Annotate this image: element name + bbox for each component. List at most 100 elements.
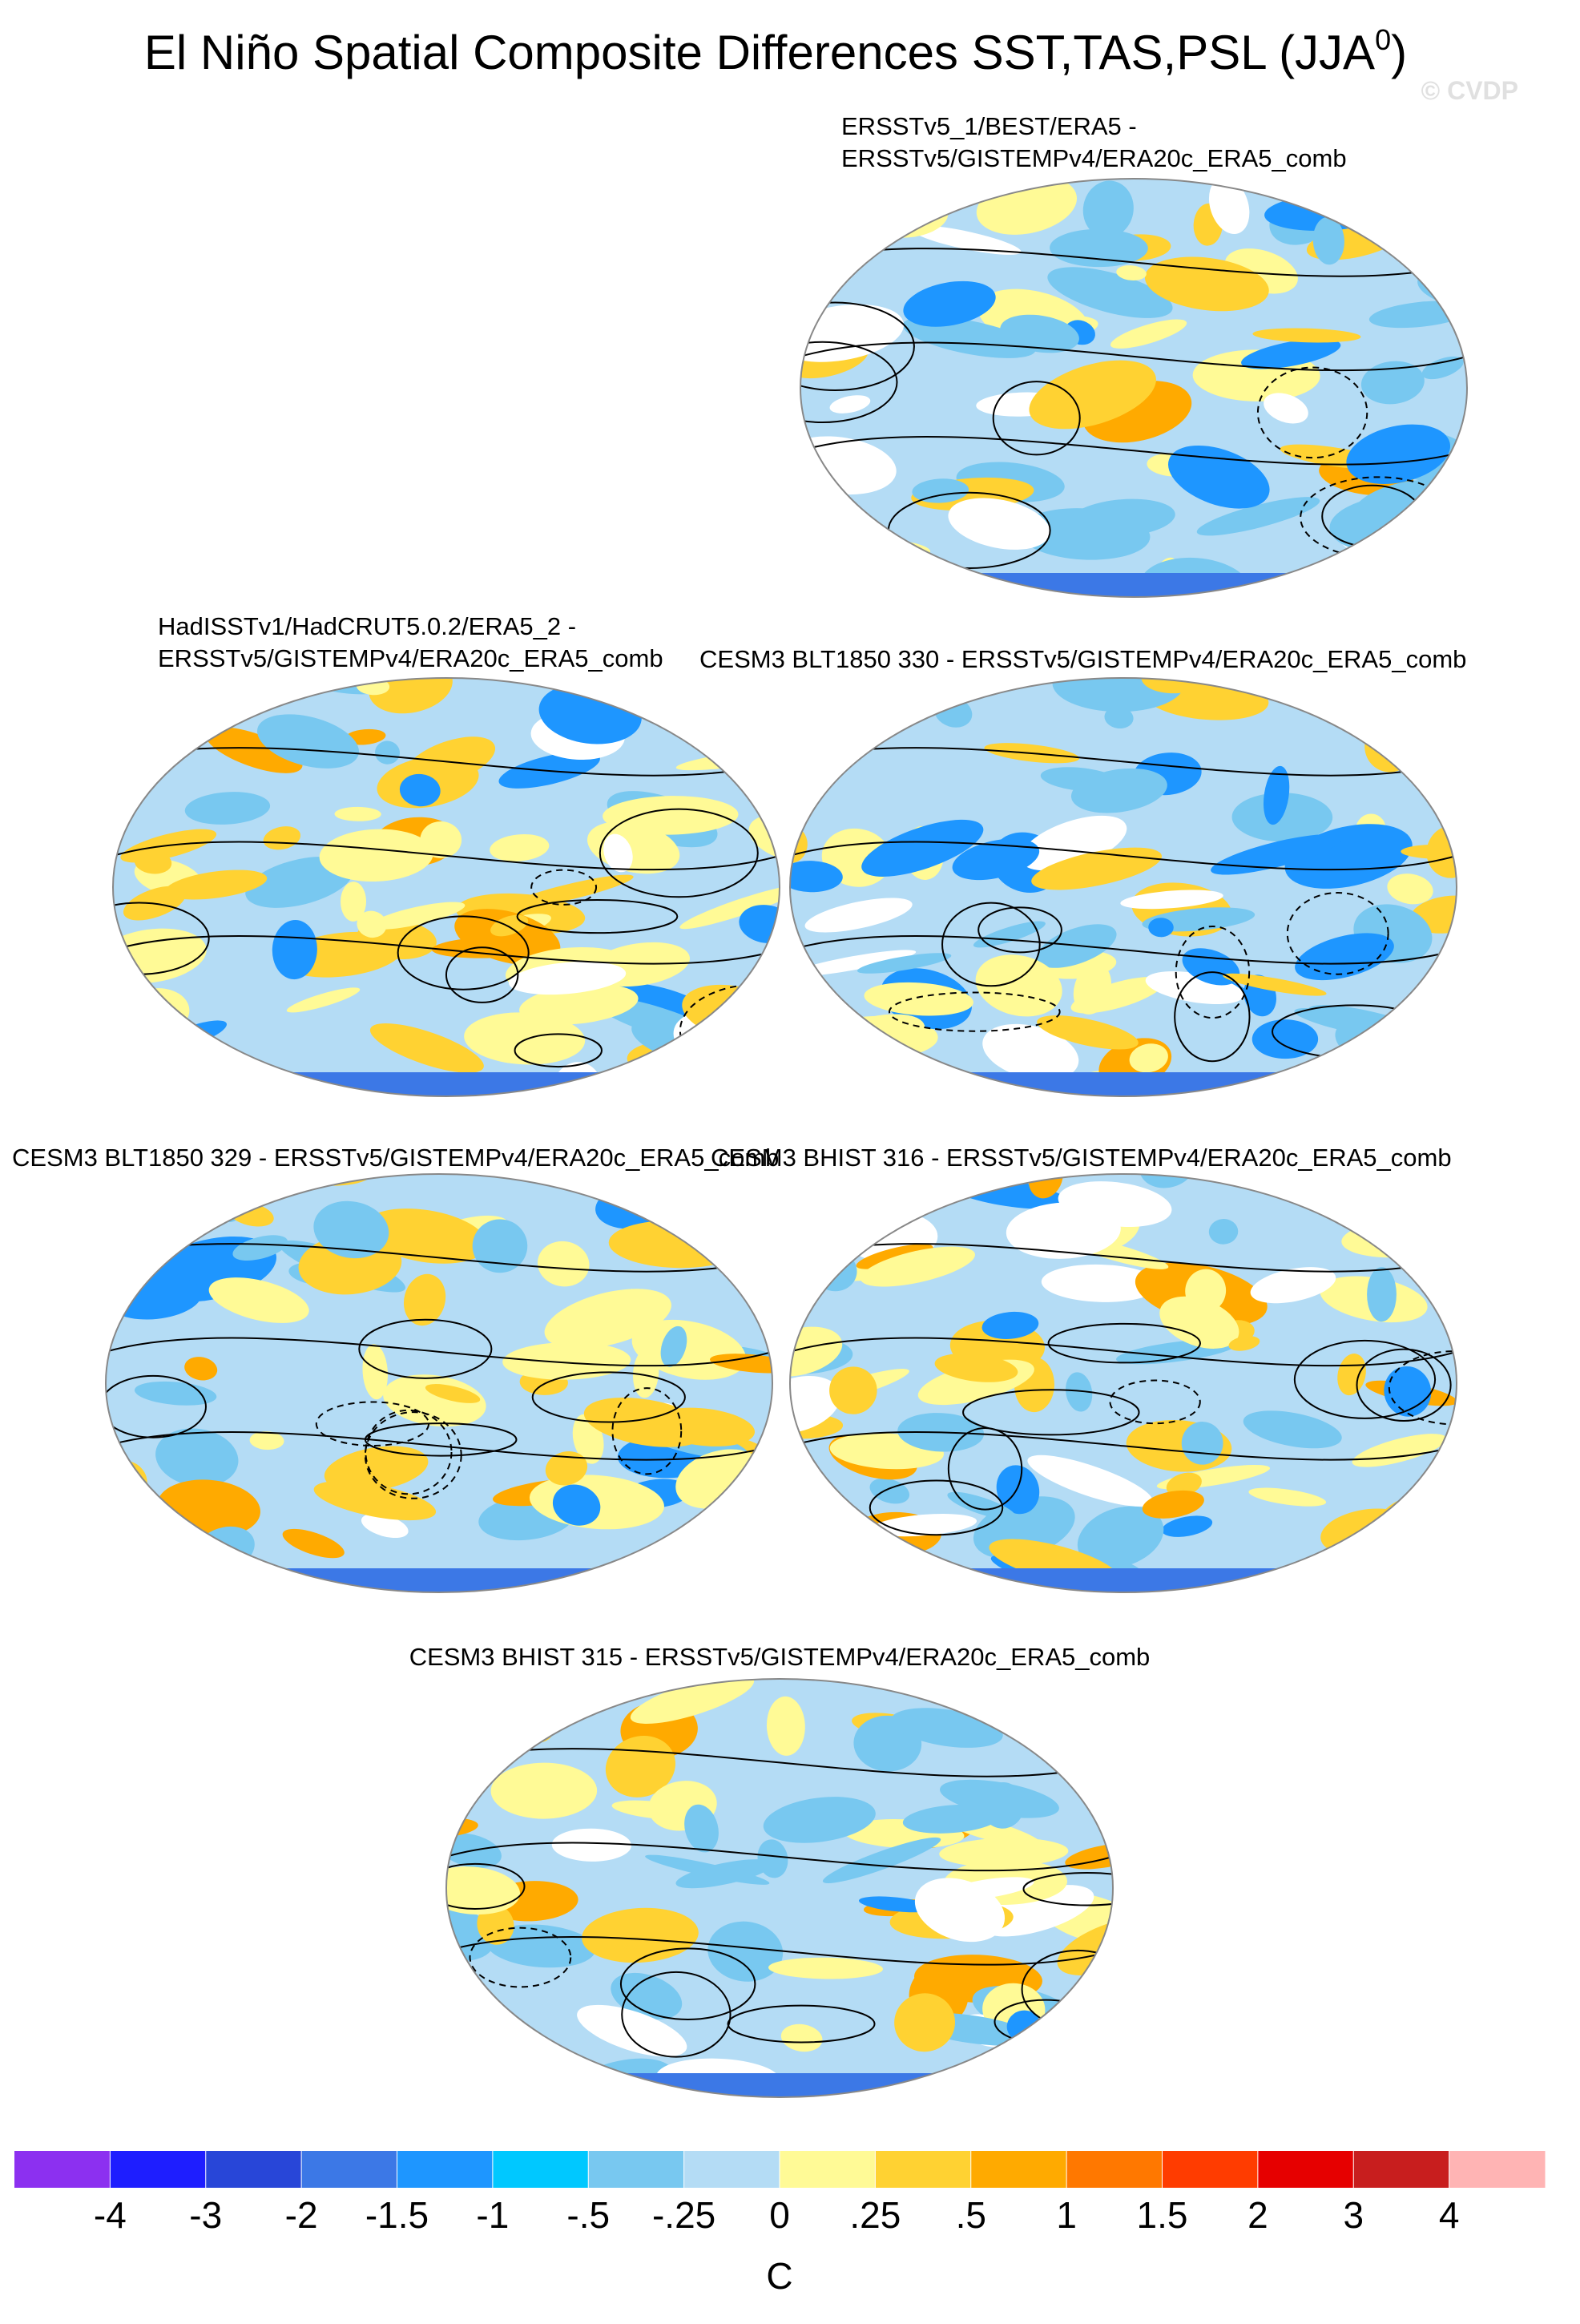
map-shading <box>446 1955 447 2010</box>
panel-title: CESM3 BLT1850 329 - ERSSTv5/GISTEMPv4/ER… <box>12 1144 779 1172</box>
map <box>106 1174 772 1592</box>
psl-contour <box>531 1371 686 1423</box>
colorbar-box <box>1353 2151 1450 2188</box>
map-shading <box>768 1957 883 1979</box>
map-shading <box>903 280 996 327</box>
panel-title: CESM3 BHIST 315 - ERSSTv5/GISTEMPv4/ERA2… <box>409 1643 1151 1671</box>
psl-contour <box>1022 1871 1113 1906</box>
psl-contour <box>800 516 853 591</box>
map-shading <box>707 1921 784 1982</box>
map-shading <box>1027 1455 1153 1507</box>
map-shading <box>117 1183 239 1196</box>
map-border <box>445 1678 1114 2098</box>
map-shading <box>857 953 952 974</box>
psl-contour <box>962 1389 1140 1436</box>
map-shading <box>1041 1264 1160 1302</box>
map-shading <box>790 1072 1457 1096</box>
map-shading <box>1196 497 1320 536</box>
colorbar-box <box>397 2151 494 2188</box>
map-border <box>800 178 1468 598</box>
colorbar-box <box>780 2151 876 2188</box>
psl-contour <box>397 915 530 991</box>
colorbar-tick-label: -.25 <box>652 2194 715 2236</box>
map-shading <box>1159 1296 1239 1349</box>
map-shading <box>1144 256 1269 312</box>
map-shading <box>790 1045 854 1062</box>
map-shading <box>1360 361 1425 405</box>
map-shading <box>1264 393 1308 424</box>
colorbar-box <box>110 2151 207 2188</box>
psl-contour <box>869 1479 1004 1536</box>
map-shading <box>934 1353 1018 1382</box>
map-shading <box>446 1866 521 1915</box>
map-shading <box>645 1854 770 1885</box>
psl-contour <box>727 2004 876 2044</box>
map-shading <box>1141 678 1210 694</box>
map <box>113 678 780 1096</box>
colorbar-box <box>588 2151 685 2188</box>
psl-contour <box>790 841 1457 871</box>
psl-contour <box>800 341 898 424</box>
psl-contour <box>530 869 598 906</box>
map-shading <box>319 829 433 882</box>
map-shading <box>605 1735 675 1797</box>
map-shading <box>902 317 1036 358</box>
map-shading <box>973 921 1046 948</box>
map-shading <box>627 1039 732 1079</box>
map-shading <box>446 2088 549 2097</box>
map-shading <box>912 478 969 503</box>
colorbar-label: C <box>766 2255 792 2297</box>
colorbar-tick-label: 3 <box>1343 2194 1364 2236</box>
map-shading <box>1110 319 1187 349</box>
map-shading <box>975 954 1062 1017</box>
map-shading <box>710 1354 772 1374</box>
map-shading <box>861 819 984 877</box>
figure-title: El Niño Spatial Composite Differences SS… <box>144 23 1407 79</box>
map-shading <box>1082 180 1134 238</box>
map-shading <box>577 2004 687 2057</box>
map-shading <box>766 1696 805 1756</box>
map-shading <box>446 1784 450 1829</box>
psl-contour <box>1174 971 1251 1063</box>
psl-contour <box>1356 1348 1452 1422</box>
psl-contour <box>446 1862 526 1910</box>
psl-contour <box>800 341 1467 372</box>
map-shading <box>464 1012 586 1065</box>
map-shading <box>945 1092 980 1096</box>
map-shading <box>1037 1015 1139 1050</box>
map-shading <box>155 1428 239 1487</box>
map-shading <box>1066 1372 1093 1412</box>
map-shading <box>1231 793 1333 842</box>
map-shading <box>651 1407 756 1446</box>
map-shading <box>405 736 496 786</box>
map-shading <box>472 1219 528 1273</box>
psl-contour <box>365 1409 453 1495</box>
map-shading <box>847 1572 903 1592</box>
map-shading <box>699 1523 749 1582</box>
map-shading <box>723 1242 765 1279</box>
psl-contour <box>790 1337 1457 1367</box>
map-border <box>789 677 1457 1097</box>
psl-contour <box>1395 1013 1457 1087</box>
map-shading <box>1312 216 1344 265</box>
map-shading <box>660 1325 687 1367</box>
map-shading <box>780 2023 823 2052</box>
map-shading <box>837 562 937 597</box>
map-shading <box>902 1804 1002 1834</box>
psl-contour <box>941 902 1041 987</box>
map-shading <box>1148 918 1174 938</box>
watermark: © CVDP <box>1421 76 1518 105</box>
psl-contour <box>977 906 1062 954</box>
map-shading <box>909 225 1022 255</box>
map-shading <box>1166 1472 1202 1497</box>
map-shading <box>313 1200 389 1259</box>
map-shading <box>184 792 271 825</box>
colorbar-box <box>1257 2151 1354 2188</box>
map-shading <box>508 962 627 995</box>
colorbar-box <box>1066 2151 1163 2188</box>
map-shading <box>1367 1267 1397 1322</box>
map-shading <box>420 821 462 858</box>
map <box>446 1679 1113 2097</box>
map <box>790 1174 1457 1592</box>
